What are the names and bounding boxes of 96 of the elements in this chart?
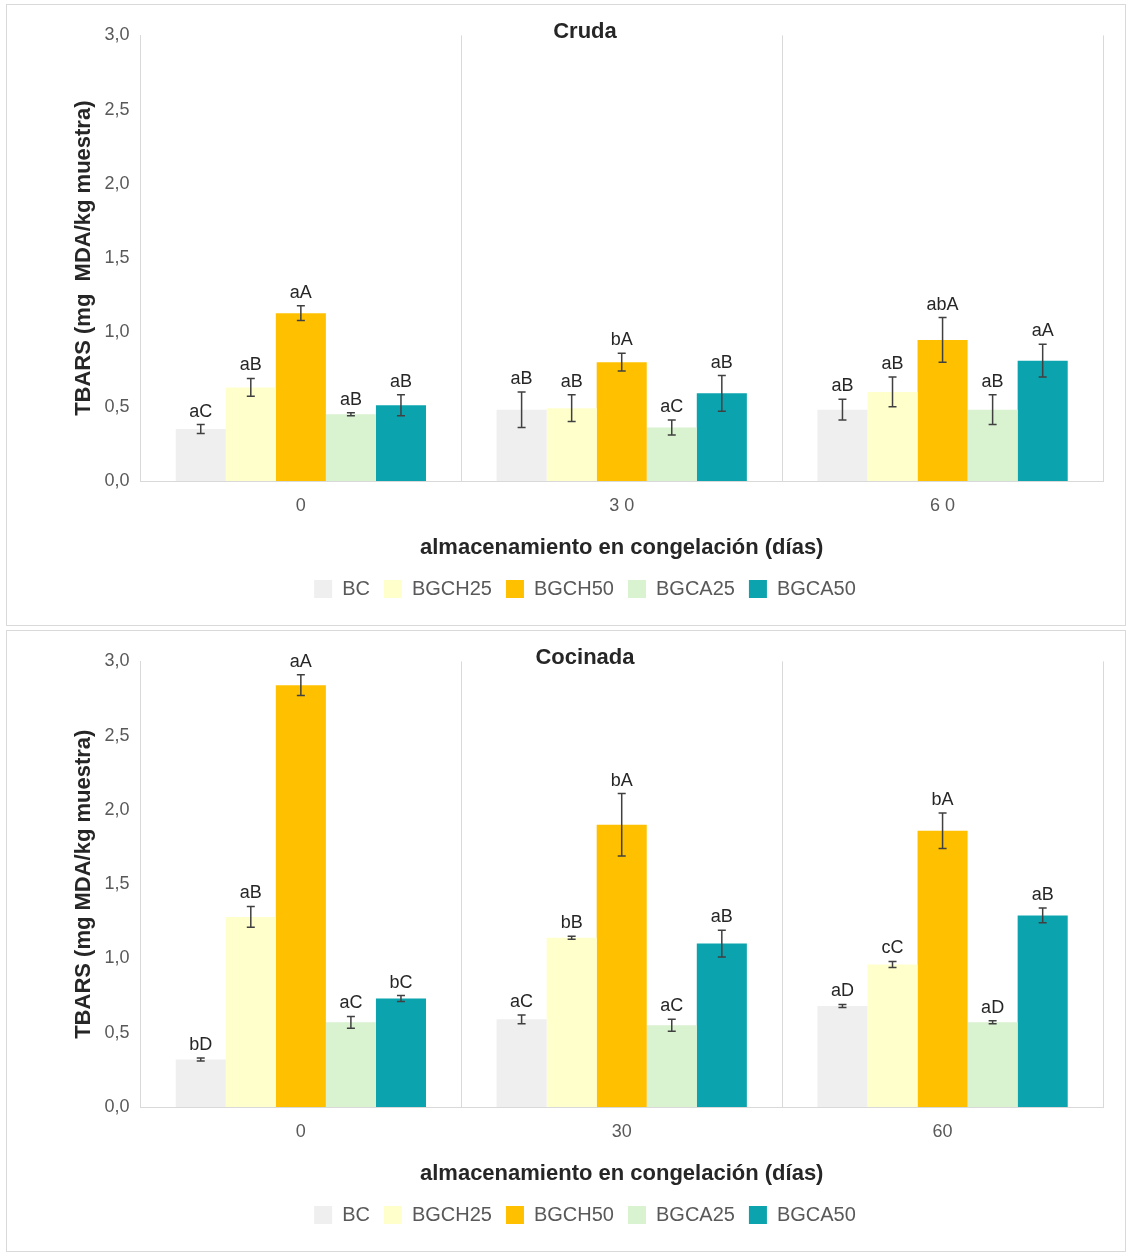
bar [225, 387, 276, 481]
bar [546, 408, 597, 481]
data-label: aB [710, 351, 733, 372]
y-axis-title: TBARS (mg MDA/kg muestra) [70, 729, 96, 1039]
y-tick-label: 0,0 [104, 1095, 130, 1116]
data-label: aC [189, 400, 213, 421]
bar [596, 824, 647, 1107]
data-label: aB [981, 370, 1004, 391]
x-tick-label: 60 [932, 1120, 953, 1141]
bar [867, 964, 918, 1107]
data-label: aC [660, 995, 684, 1016]
bar [967, 1022, 1018, 1107]
data-label: aA [1031, 320, 1054, 341]
bar [817, 1006, 868, 1107]
y-tick-label: 0,5 [104, 1021, 130, 1042]
data-label: abA [926, 293, 959, 314]
y-tick-label: 0,5 [104, 395, 130, 416]
data-label: aD [830, 980, 854, 1001]
legend-label: BGCA25 [656, 576, 735, 599]
x-tick-label: 6 0 [930, 494, 956, 515]
data-label: bC [389, 971, 413, 992]
data-label: aC [660, 396, 684, 417]
data-label: aC [339, 992, 363, 1013]
data-label: aB [339, 388, 362, 409]
y-tick-label: 1,5 [104, 247, 130, 268]
data-label: aB [389, 370, 412, 391]
bar [496, 1019, 547, 1107]
data-label: bA [610, 769, 633, 790]
bar [375, 405, 426, 481]
bar [375, 998, 426, 1107]
bar [646, 427, 697, 481]
y-tick-label: 3,0 [104, 650, 130, 671]
bar [325, 1022, 376, 1107]
y-tick-label: 2,0 [104, 172, 130, 193]
bar [967, 409, 1018, 481]
bar [175, 1059, 226, 1107]
x-tick-label: 3 0 [609, 494, 635, 515]
data-label: aB [831, 375, 854, 396]
y-tick-label: 3,0 [104, 24, 130, 45]
legend-label: BGCH25 [411, 576, 492, 599]
bar [175, 429, 226, 481]
x-tick-label: 0 [295, 494, 306, 515]
data-label: aC [510, 990, 534, 1011]
legend-label: BGCA50 [776, 1202, 856, 1225]
bar [917, 830, 968, 1107]
data-label: aB [881, 353, 904, 373]
bar [496, 409, 547, 481]
chart-title: Cruda [553, 18, 618, 44]
data-label: aB [560, 370, 583, 391]
data-label: aB [239, 882, 262, 903]
y-tick-label: 2,5 [104, 98, 130, 119]
data-label: aB [710, 906, 733, 927]
data-label: aA [289, 650, 312, 671]
data-label: aB [239, 354, 262, 375]
data-label: bD [189, 1033, 213, 1054]
bar [1017, 915, 1068, 1107]
bar [867, 391, 918, 481]
data-label: cC [881, 937, 904, 958]
bar [696, 943, 747, 1107]
bar [546, 937, 597, 1107]
legend-label: BGCH50 [533, 576, 614, 599]
bar [225, 916, 276, 1107]
bar [917, 339, 968, 481]
legend-label: BGCH50 [533, 1202, 614, 1225]
bar [275, 685, 326, 1107]
data-label: aB [510, 367, 533, 388]
data-label: bA [931, 788, 954, 809]
data-label: aB [1031, 883, 1054, 904]
x-axis-title: almacenamiento en congelación (días) [419, 533, 824, 559]
legend-label: BGCA25 [656, 1202, 735, 1225]
bar [325, 414, 376, 481]
legend-label: BC [342, 1202, 370, 1225]
legend-label: BGCA50 [776, 576, 856, 599]
bar [596, 362, 647, 481]
data-label: bB [560, 912, 583, 933]
bar [1017, 360, 1068, 481]
bar [275, 313, 326, 481]
y-tick-label: 2,0 [104, 798, 130, 819]
data-label: aA [289, 281, 312, 302]
y-tick-label: 1,5 [104, 873, 130, 894]
data-label: aD [981, 996, 1005, 1017]
x-tick-label: 30 [611, 1120, 632, 1141]
y-tick-label: 1,0 [104, 947, 130, 968]
bar [646, 1025, 697, 1107]
y-tick-label: 0,0 [104, 469, 130, 490]
y-tick-label: 2,5 [104, 724, 130, 745]
x-axis-title: almacenamiento en congelación (días) [419, 1159, 824, 1185]
bar [817, 409, 868, 481]
chart-title: Cocinada [535, 644, 636, 670]
bar [696, 393, 747, 481]
legend-label: BGCH25 [411, 1202, 492, 1225]
data-label: bA [610, 329, 633, 350]
x-tick-label: 0 [295, 1120, 306, 1141]
y-axis-title: TBARS (mg MDA/kg muestra) [70, 100, 96, 416]
legend-label: BC [342, 576, 370, 599]
y-tick-label: 1,0 [104, 321, 130, 342]
